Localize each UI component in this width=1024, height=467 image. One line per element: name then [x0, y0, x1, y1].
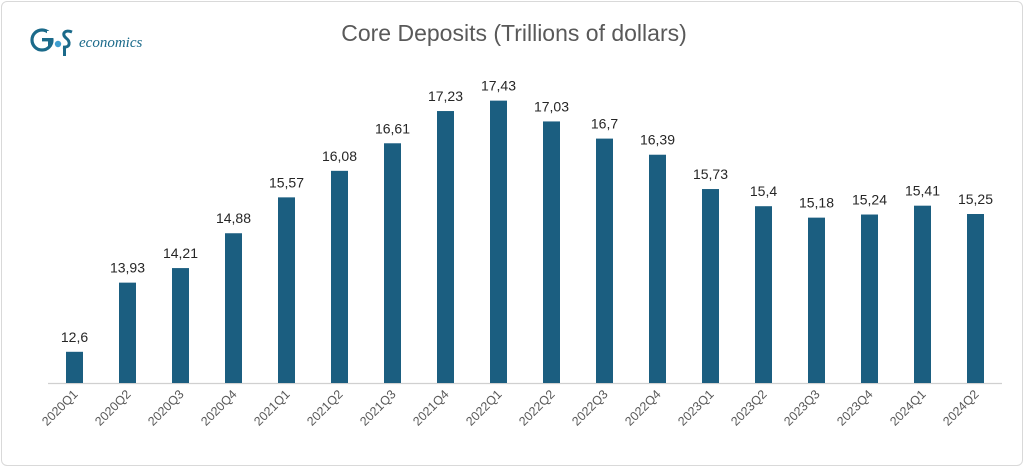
- data-label: 13,93: [110, 260, 145, 276]
- bar: [808, 217, 825, 383]
- bar: [225, 233, 242, 383]
- x-tick-label: 2020Q4: [198, 387, 239, 428]
- x-tick-label: 2024Q2: [940, 387, 981, 428]
- logo: economics: [30, 24, 142, 58]
- bar: [119, 282, 136, 383]
- x-tick-label: 2021Q4: [410, 387, 451, 428]
- x-tick-label: 2021Q2: [304, 387, 345, 428]
- bar: [861, 214, 878, 383]
- bar: [649, 154, 666, 383]
- data-label: 17,43: [481, 78, 516, 94]
- bar: [596, 138, 613, 383]
- gns-logo-icon: [30, 28, 73, 56]
- x-tick-label: 2023Q4: [834, 387, 875, 428]
- bar: [755, 206, 772, 383]
- x-tick-label: 2023Q2: [728, 387, 769, 428]
- data-label: 15,57: [269, 174, 304, 190]
- data-label: 15,18: [799, 195, 834, 211]
- bar: [172, 268, 189, 383]
- x-tick-label: 2022Q3: [569, 387, 610, 428]
- data-label: 12,6: [61, 329, 88, 345]
- data-label: 17,03: [534, 98, 569, 114]
- x-tick-label: 2022Q2: [516, 387, 557, 428]
- logo-text: economics: [79, 34, 143, 51]
- bar: [702, 189, 719, 383]
- data-label: 15,73: [693, 166, 728, 182]
- bar: [437, 111, 454, 383]
- data-label: 16,61: [375, 120, 410, 136]
- x-tick-label: 2022Q4: [622, 387, 663, 428]
- bar: [331, 170, 348, 383]
- data-label: 15,24: [852, 192, 887, 208]
- bar: [543, 121, 560, 383]
- x-tick-label: 2024Q1: [887, 387, 928, 428]
- x-tick-label: 2022Q1: [463, 387, 504, 428]
- x-tick-label: 2020Q2: [92, 387, 133, 428]
- data-label: 15,25: [958, 191, 993, 207]
- data-label: 16,7: [591, 116, 618, 132]
- bar: [490, 100, 507, 383]
- data-label: 17,23: [428, 88, 463, 104]
- x-tick-label: 2023Q1: [675, 387, 716, 428]
- data-label: 16,08: [322, 148, 357, 164]
- chart-title: Core Deposits (Trillions of dollars): [341, 20, 687, 46]
- data-label: 15,41: [905, 183, 940, 199]
- data-label: 16,39: [640, 132, 675, 148]
- bar: [914, 205, 931, 383]
- x-tick-label: 2020Q3: [145, 387, 186, 428]
- bar: [278, 197, 295, 383]
- x-tick-label: 2021Q3: [357, 387, 398, 428]
- bar: [967, 214, 984, 383]
- bar: [66, 351, 83, 383]
- x-tick-label: 2023Q3: [781, 387, 822, 428]
- x-tick-label: 2021Q1: [251, 387, 292, 428]
- x-tick-label: 2020Q1: [39, 387, 80, 428]
- bar: [384, 143, 401, 383]
- data-label: 14,88: [216, 210, 251, 226]
- data-label: 15,4: [750, 183, 777, 199]
- data-label: 14,21: [163, 245, 198, 261]
